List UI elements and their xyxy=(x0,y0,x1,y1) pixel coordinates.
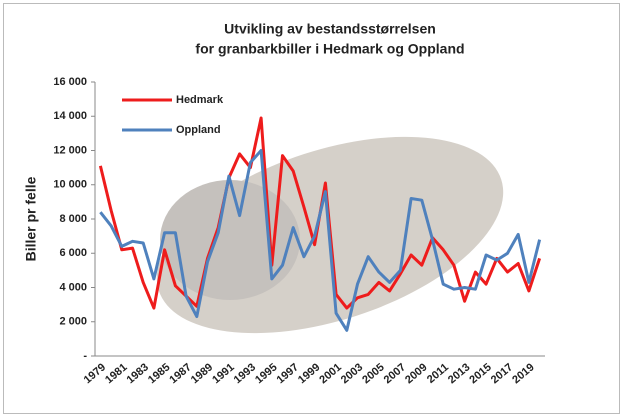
y-tick-label: 14 000 xyxy=(53,110,87,122)
y-tick-label: 2 000 xyxy=(59,316,87,328)
y-tick-label: 16 000 xyxy=(53,76,87,88)
legend-label: Oppland xyxy=(176,124,221,136)
y-tick-label: 6 000 xyxy=(59,247,87,259)
y-tick-label: 8 000 xyxy=(59,213,87,225)
chart-subtitle: for granbarkbiller i Hedmark og Oppland xyxy=(195,41,464,57)
chart-title: Utvikling av bestandsstørrelsen xyxy=(224,21,436,37)
chart: Utvikling av bestandsstørrelsen for gran… xyxy=(0,0,624,418)
y-tick-label: 12 000 xyxy=(53,144,87,156)
y-tick-label: 4 000 xyxy=(59,281,87,293)
y-tick-label: 10 000 xyxy=(53,179,87,191)
y-axis-label: Biller pr felle xyxy=(23,176,39,261)
legend-label: Hedmark xyxy=(176,94,224,106)
y-tick-label: - xyxy=(83,350,87,362)
